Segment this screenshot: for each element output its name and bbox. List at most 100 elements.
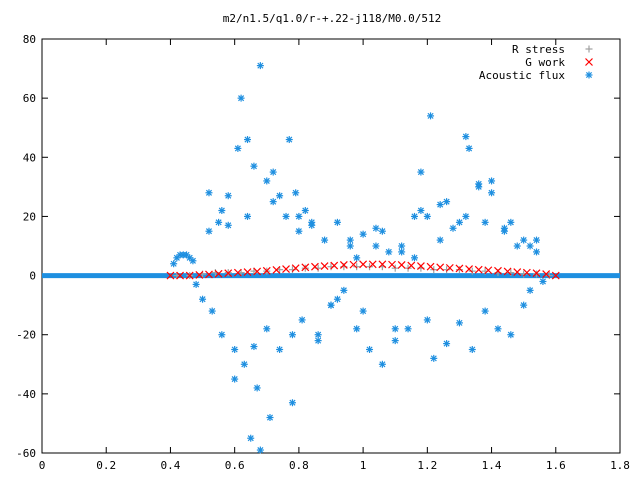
point-acoustic-flux — [468, 346, 476, 353]
point-acoustic-flux — [253, 384, 261, 392]
y-tick-label: 40 — [23, 151, 36, 164]
point-acoustic-flux — [205, 189, 213, 197]
point-acoustic-flux — [237, 94, 245, 102]
point-acoustic-flux — [359, 230, 367, 238]
point-acoustic-flux — [346, 242, 354, 250]
series-g-work — [166, 260, 560, 280]
point-acoustic-flux — [372, 224, 380, 232]
point-acoustic-flux — [436, 201, 444, 209]
x-tick-label: 0 — [39, 459, 46, 472]
x-tick-label: 1.8 — [610, 459, 630, 472]
point-g-work — [378, 260, 387, 269]
point-acoustic-flux — [173, 254, 181, 262]
point-acoustic-flux — [481, 307, 489, 315]
point-g-work — [185, 271, 194, 280]
point-g-work — [513, 268, 522, 276]
point-acoustic-flux — [513, 242, 521, 250]
point-acoustic-flux — [353, 325, 361, 333]
point-acoustic-flux — [366, 346, 374, 353]
point-acoustic-flux — [391, 337, 399, 345]
point-g-work — [339, 261, 348, 269]
y-tick-label: -60 — [16, 447, 36, 460]
point-g-work — [282, 265, 290, 273]
x-tick-label: 1 — [360, 459, 367, 472]
point-acoustic-flux — [231, 346, 239, 353]
y-tick-label: 20 — [23, 210, 36, 223]
data-points — [166, 62, 560, 454]
point-g-work — [407, 261, 416, 270]
point-r-stress — [173, 272, 181, 280]
x-axis: 0 0.2 0.4 0.6 0.8 1 1.2 1.4 1.6 1.8 — [39, 39, 630, 472]
point-acoustic-flux — [244, 136, 252, 144]
point-acoustic-flux — [507, 331, 515, 339]
point-g-work — [532, 269, 541, 278]
point-acoustic-flux — [231, 375, 239, 383]
point-acoustic-flux — [488, 189, 496, 197]
point-r-stress — [468, 267, 476, 275]
point-g-work — [243, 268, 252, 276]
point-acoustic-flux — [340, 286, 348, 294]
point-acoustic-flux — [327, 301, 335, 309]
point-g-work — [416, 262, 425, 271]
series-acoustic-flux — [170, 62, 547, 454]
legend-label: G work — [525, 56, 565, 69]
point-acoustic-flux — [208, 307, 216, 315]
point-acoustic-flux — [378, 360, 386, 368]
point-acoustic-flux — [266, 414, 274, 422]
point-r-stress — [533, 270, 541, 278]
y-tick-label: 0 — [29, 270, 36, 283]
point-acoustic-flux — [250, 162, 258, 170]
point-g-work — [330, 261, 339, 270]
point-g-work — [272, 266, 281, 274]
point-acoustic-flux — [404, 325, 412, 333]
x-tick-label: 0.8 — [289, 459, 309, 472]
point-g-work — [484, 266, 493, 275]
point-acoustic-flux — [462, 212, 470, 220]
point-acoustic-flux — [298, 316, 306, 324]
legend-marker — [585, 58, 593, 66]
point-acoustic-flux — [218, 331, 226, 339]
point-acoustic-flux — [292, 189, 300, 197]
point-acoustic-flux — [475, 180, 483, 188]
point-acoustic-flux — [417, 207, 425, 215]
point-acoustic-flux — [443, 340, 451, 348]
point-acoustic-flux — [288, 399, 296, 407]
point-acoustic-flux — [526, 286, 534, 294]
point-acoustic-flux — [398, 248, 406, 256]
point-acoustic-flux — [170, 260, 178, 268]
point-acoustic-flux — [205, 227, 213, 235]
point-acoustic-flux — [269, 168, 277, 176]
point-acoustic-flux — [321, 236, 329, 244]
point-acoustic-flux — [218, 207, 226, 215]
point-acoustic-flux — [240, 360, 248, 368]
point-acoustic-flux — [430, 354, 438, 362]
point-acoustic-flux — [481, 218, 489, 226]
point-g-work — [311, 262, 319, 271]
point-acoustic-flux — [353, 254, 361, 262]
point-g-work — [195, 271, 204, 279]
x-tick-label: 1.2 — [417, 459, 437, 472]
x-tick-label: 0.2 — [96, 459, 116, 472]
chart-title: m2/n1.5/q1.0/r-+.22-j118/M0.0/512 — [223, 12, 442, 25]
point-g-work — [445, 263, 454, 272]
point-acoustic-flux — [256, 62, 264, 70]
point-g-work — [349, 260, 358, 269]
point-acoustic-flux — [417, 168, 425, 176]
point-g-work — [551, 271, 560, 280]
point-acoustic-flux — [410, 212, 418, 220]
point-acoustic-flux — [359, 307, 367, 315]
point-g-work — [176, 271, 185, 280]
point-acoustic-flux — [436, 236, 444, 244]
point-g-work — [253, 267, 262, 276]
legend-marker — [585, 71, 593, 79]
legend-marker — [585, 45, 593, 53]
point-acoustic-flux — [507, 218, 515, 226]
point-acoustic-flux — [520, 301, 528, 309]
point-acoustic-flux — [276, 192, 284, 200]
point-acoustic-flux — [423, 212, 431, 220]
point-g-work — [388, 260, 396, 269]
point-acoustic-flux — [250, 343, 258, 351]
point-acoustic-flux — [423, 316, 431, 324]
point-g-work — [474, 265, 483, 274]
